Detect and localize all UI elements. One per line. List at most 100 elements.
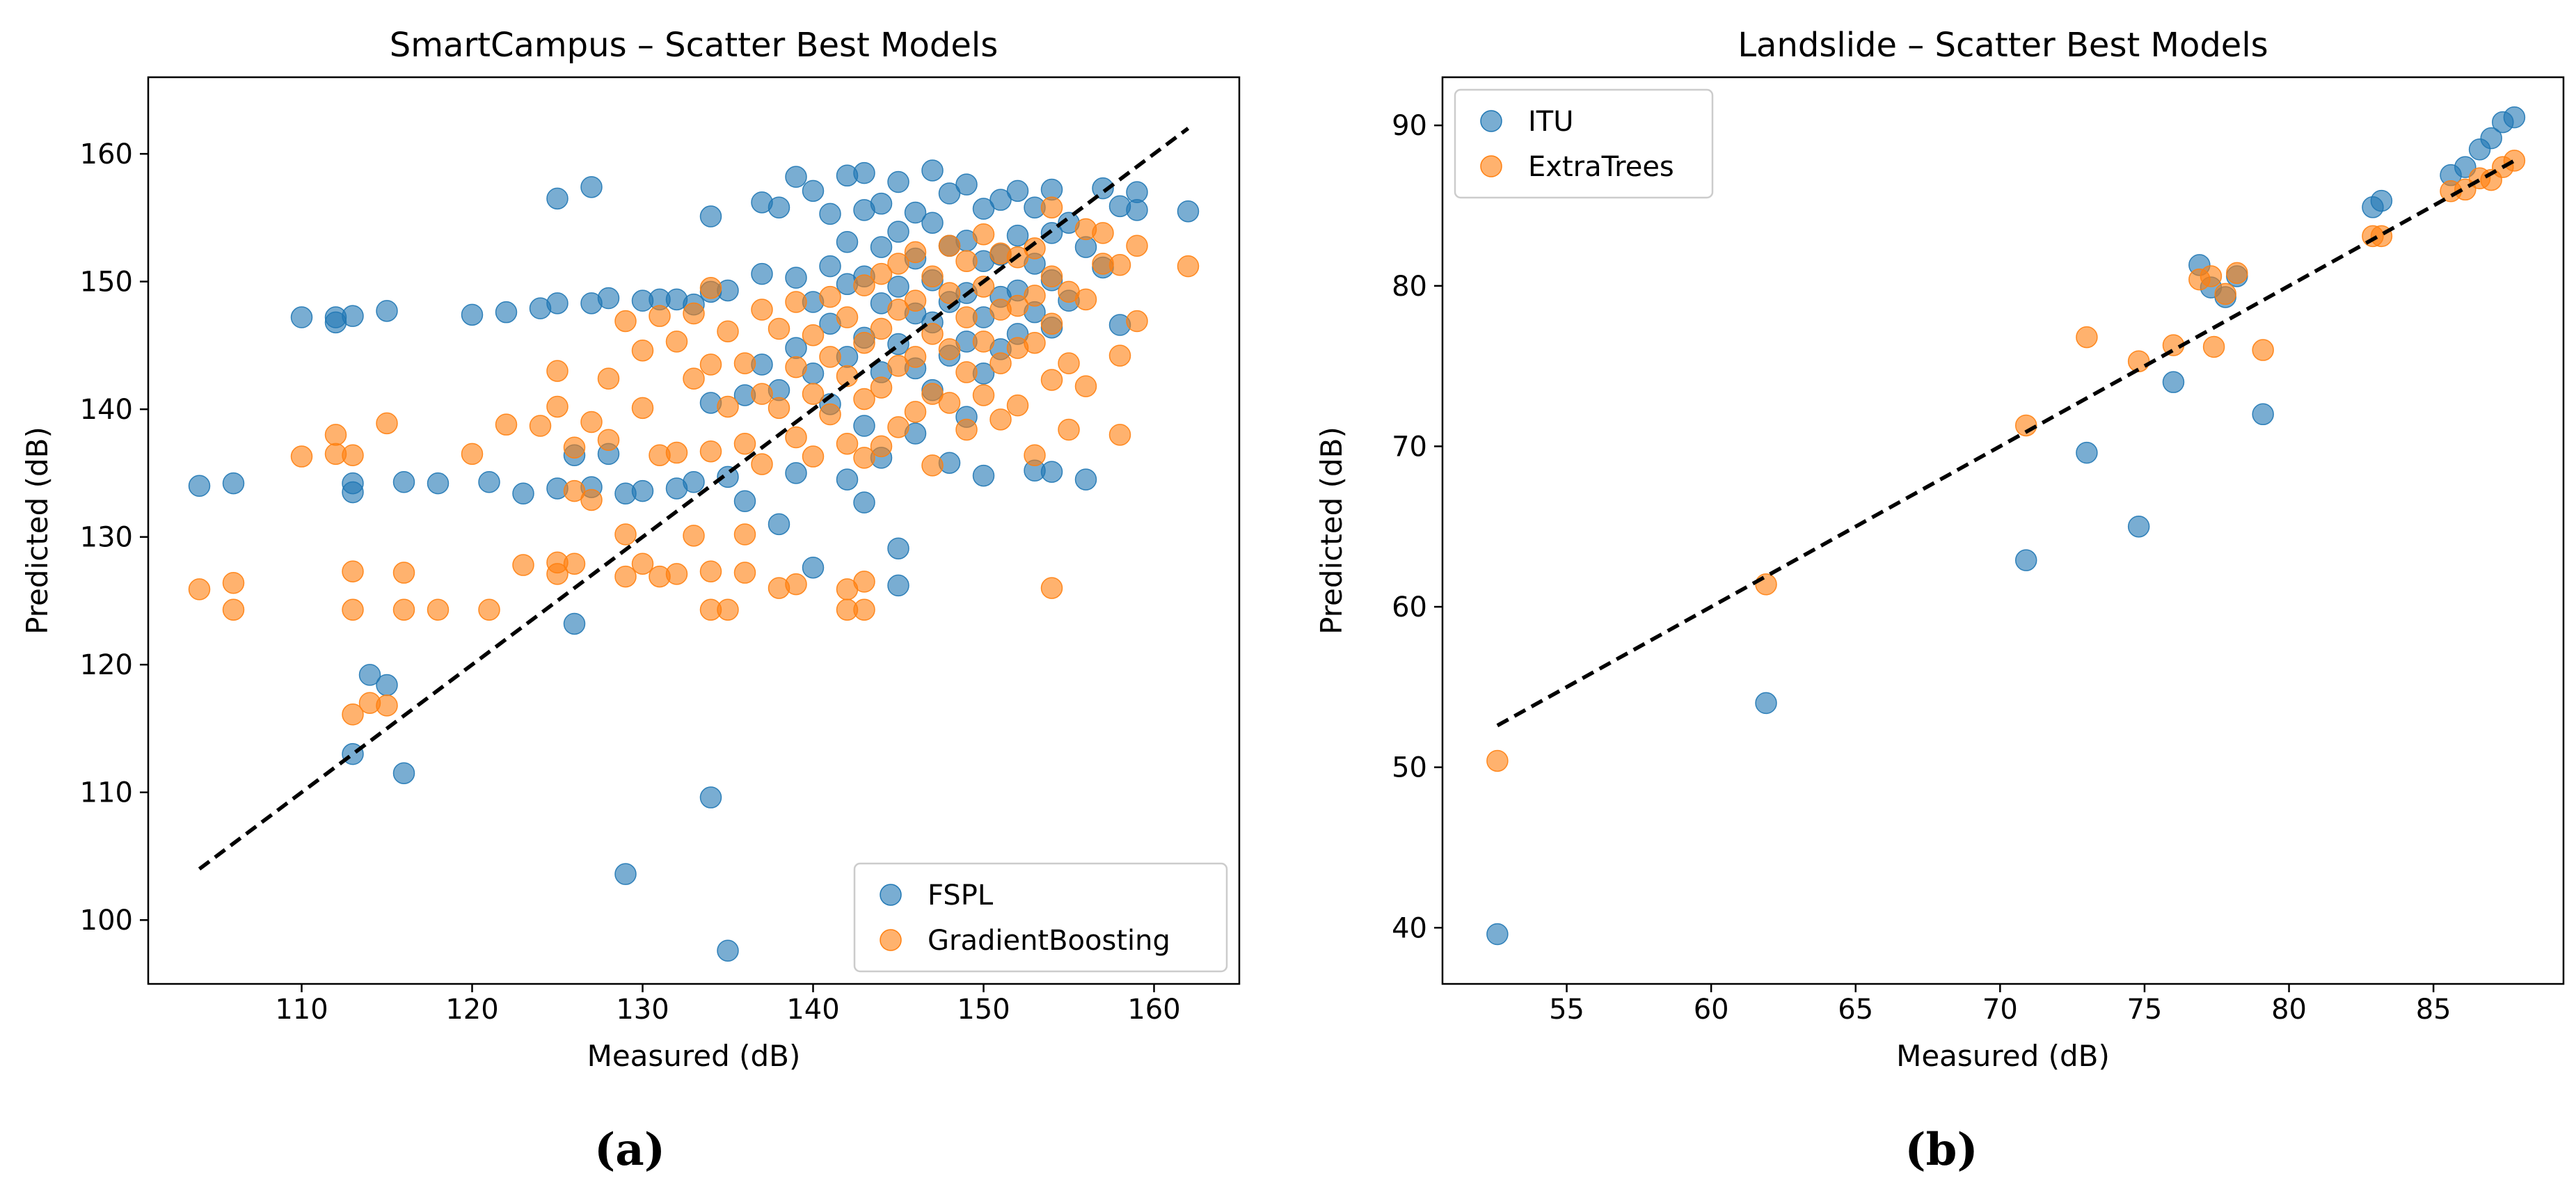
point-GradientBoosting <box>597 429 620 451</box>
point-GradientBoosting <box>222 571 245 594</box>
point-GradientBoosting <box>955 306 978 328</box>
legend-box <box>853 862 1228 973</box>
y-tick-label: 80 <box>1392 271 1427 303</box>
point-GradientBoosting <box>1024 285 1046 307</box>
point-FSPL <box>1006 180 1029 202</box>
caption-a: (a) <box>594 1124 666 1176</box>
point-FSPL <box>768 196 790 218</box>
y-tick-label: 130 <box>80 522 133 554</box>
point-GradientBoosting <box>972 276 995 298</box>
x-axis-label: Measured (dB) <box>1896 1039 2110 1073</box>
plot-frame <box>1441 76 2565 985</box>
y-tick-label: 140 <box>80 394 133 426</box>
point-GradientBoosting <box>938 282 961 304</box>
point-FSPL <box>887 537 909 559</box>
point-FSPL <box>751 262 773 285</box>
point-GradientBoosting <box>853 447 875 469</box>
point-FSPL <box>853 491 875 514</box>
point-FSPL <box>733 490 756 513</box>
point-GradientBoosting <box>683 302 705 325</box>
point-GradientBoosting <box>649 305 671 327</box>
point-GradientBoosting <box>1058 352 1080 374</box>
point-ExtraTrees <box>2202 335 2225 358</box>
point-GradientBoosting <box>546 395 569 418</box>
point-FSPL <box>887 221 909 243</box>
point-GradientBoosting <box>972 223 995 246</box>
x-tick-label: 120 <box>445 994 498 1026</box>
point-GradientBoosting <box>870 435 893 458</box>
y-tick-label: 160 <box>80 138 133 170</box>
point-GradientBoosting <box>802 383 825 405</box>
point-GradientBoosting <box>1108 254 1131 276</box>
point-GradientBoosting <box>529 415 552 437</box>
point-GradientBoosting <box>785 426 807 449</box>
y-tick-label: 120 <box>80 649 133 681</box>
point-FSPL <box>290 306 313 328</box>
point-FSPL <box>1006 224 1029 247</box>
y-tick-label: 50 <box>1392 752 1427 784</box>
point-GradientBoosting <box>870 376 893 399</box>
point-GradientBoosting <box>870 317 893 340</box>
point-GradientBoosting <box>1074 375 1097 397</box>
point-GradientBoosting <box>614 523 637 546</box>
point-ExtraTrees <box>1486 749 1509 772</box>
point-FSPL <box>427 472 450 495</box>
point-GradientBoosting <box>1024 237 1046 260</box>
point-GradientBoosting <box>1126 234 1148 257</box>
point-GradientBoosting <box>631 339 654 362</box>
point-GradientBoosting <box>836 432 859 455</box>
point-GradientBoosting <box>921 323 944 345</box>
point-FSPL <box>853 161 875 184</box>
x-tick-label: 55 <box>1549 994 1584 1026</box>
plot-frame <box>147 76 1241 985</box>
point-GradientBoosting <box>376 694 398 717</box>
point-GradientBoosting <box>989 408 1012 431</box>
point-GradientBoosting <box>392 598 415 621</box>
point-GradientBoosting <box>699 560 722 582</box>
point-GradientBoosting <box>887 299 909 321</box>
point-FSPL <box>836 468 859 491</box>
point-GradientBoosting <box>546 563 569 585</box>
point-FSPL <box>580 176 603 198</box>
point-FSPL <box>358 664 381 686</box>
point-GradientBoosting <box>699 440 722 463</box>
point-GradientBoosting <box>392 562 415 584</box>
point-GradientBoosting <box>631 552 654 575</box>
y-tick-label: 40 <box>1392 912 1427 944</box>
point-GradientBoosting <box>921 383 944 405</box>
legend: FSPL GradientBoosting <box>853 862 1228 973</box>
point-GradientBoosting <box>1108 344 1131 367</box>
point-GradientBoosting <box>1058 418 1080 441</box>
point-GradientBoosting <box>887 416 909 438</box>
point-FSPL <box>1126 199 1148 221</box>
x-tick-label: 80 <box>2271 994 2307 1026</box>
point-GradientBoosting <box>904 241 927 264</box>
point-FSPL <box>785 462 807 484</box>
chart-a: 110 120 130 140 150 160 100 110 120 130 140 150 160 S… <box>20 26 1241 1073</box>
point-FSPL <box>597 287 620 310</box>
series-GradientBoosting <box>188 196 1200 726</box>
point-FSPL <box>376 674 398 697</box>
point-GradientBoosting <box>614 565 637 588</box>
point-GradientBoosting <box>819 346 841 368</box>
point-GradientBoosting <box>853 598 875 621</box>
x-tick-label: 75 <box>2126 994 2162 1026</box>
legend-label: GradientBoosting <box>928 925 1170 957</box>
point-ITU <box>2127 515 2150 538</box>
caption-b: (b) <box>1905 1124 1978 1176</box>
x-tick-label: 65 <box>1838 994 1873 1026</box>
y-tick-label: 110 <box>80 777 133 809</box>
point-FSPL <box>870 236 893 258</box>
point-FSPL <box>699 205 722 228</box>
point-GradientBoosting <box>955 250 978 273</box>
legend-marker <box>880 884 902 906</box>
point-FSPL <box>1092 177 1114 200</box>
point-FSPL <box>853 415 875 437</box>
point-GradientBoosting <box>938 338 961 360</box>
point-GradientBoosting <box>751 453 773 475</box>
point-GradientBoosting <box>563 436 586 459</box>
point-GradientBoosting <box>683 367 705 390</box>
y-tick-label: 100 <box>80 905 133 937</box>
point-GradientBoosting <box>188 578 211 600</box>
legend-label: ExtraTrees <box>1528 151 1674 183</box>
